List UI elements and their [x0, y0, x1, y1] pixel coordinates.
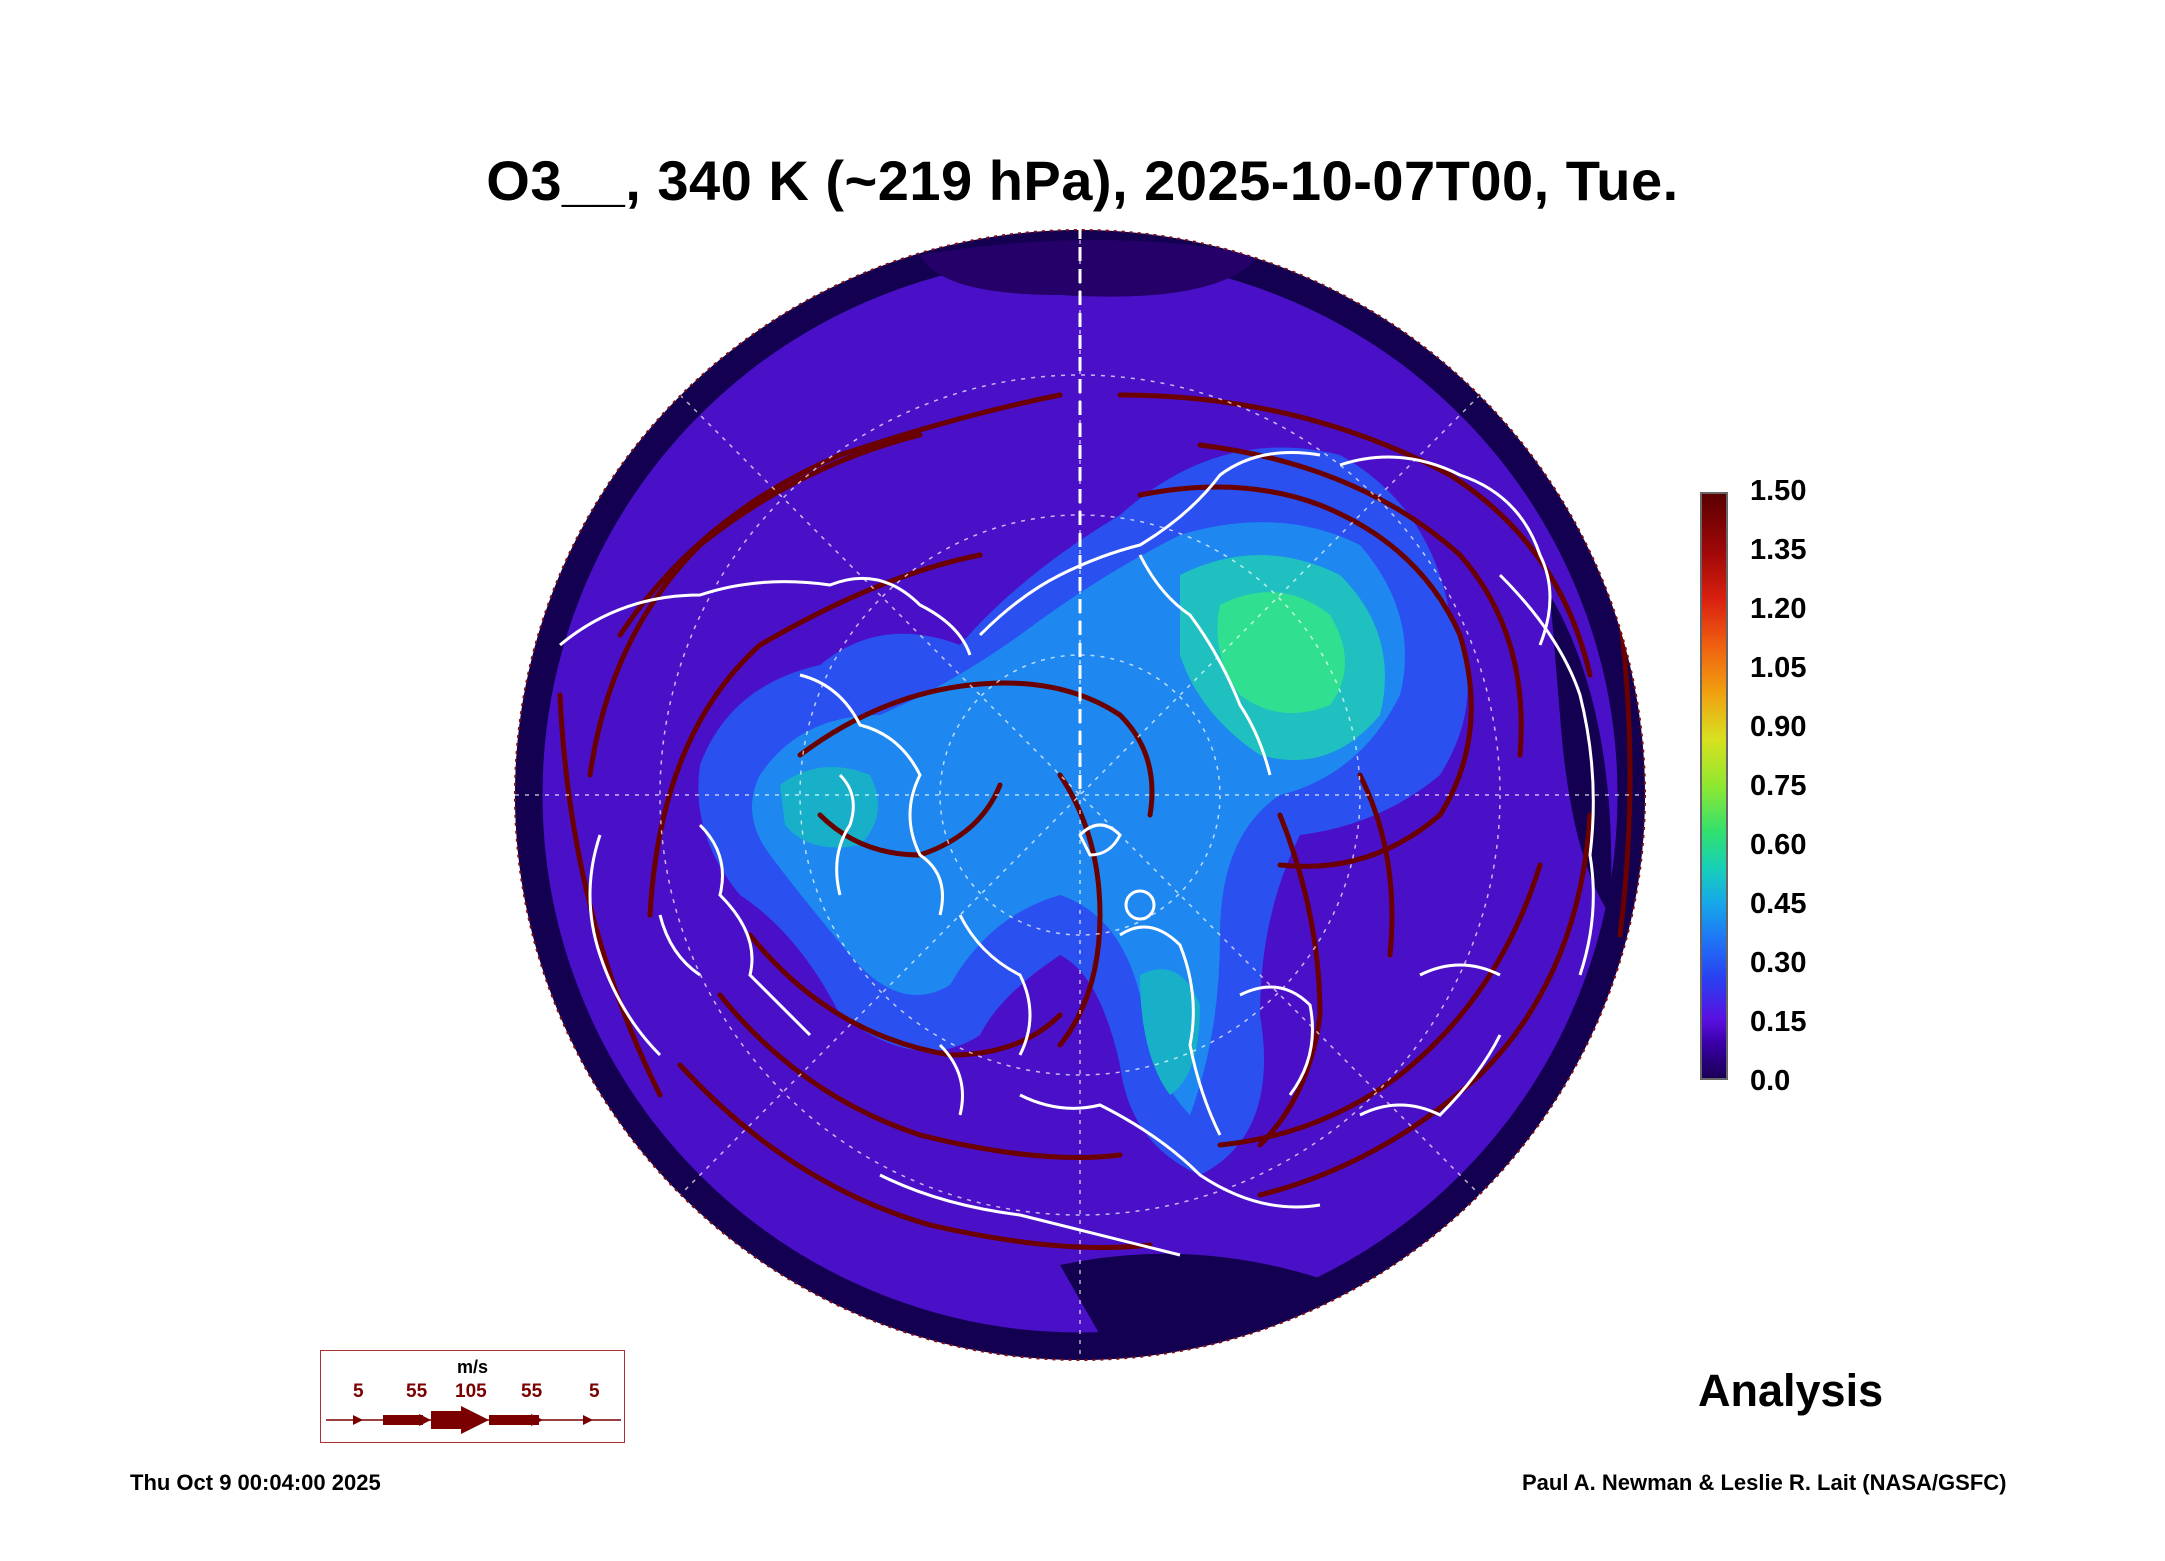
legend-value: 105 — [455, 1381, 487, 1402]
colorbar-tick-label: 0.0 — [1750, 1065, 1791, 1097]
colorbar-tick-label: 1.05 — [1750, 652, 1807, 684]
legend-arrow — [326, 1406, 621, 1434]
page-title: O3__, 340 K (~219 hPa), 2025-10-07T00, T… — [486, 149, 1679, 212]
legend-value: 55 — [406, 1381, 428, 1402]
map-border — [514, 229, 1646, 1361]
legend-unit: m/s — [456, 1357, 489, 1377]
coastlines — [559, 451, 1595, 1257]
colorbar-tick-label: 0.30 — [1750, 947, 1807, 979]
colorbar-tick-label: 0.75 — [1750, 770, 1807, 802]
graticule — [515, 230, 1645, 1360]
analysis-label: Analysis — [1698, 1365, 1884, 1416]
colorbar-tick-label: 0.45 — [1750, 888, 1807, 920]
colorbar-tick-label: 1.20 — [1750, 593, 1807, 625]
colorbar — [1700, 492, 1728, 1080]
colorbar-tick-label: 0.15 — [1750, 1006, 1807, 1038]
colorbar-tick-label: 0.60 — [1750, 829, 1807, 861]
timestamp: Thu Oct 9 00:04:00 2025 — [130, 1470, 381, 1495]
legend-value: 55 — [521, 1381, 543, 1402]
polar-map — [514, 229, 1646, 1361]
colorbar-tick-label: 1.50 — [1750, 475, 1807, 507]
ozone-field — [515, 230, 1645, 1360]
legend-value: 5 — [589, 1381, 600, 1402]
legend-value: 5 — [353, 1381, 364, 1402]
wind-speed-legend: m/s 5 55 105 55 5 — [320, 1350, 625, 1443]
credit: Paul A. Newman & Leslie R. Lait (NASA/GS… — [1522, 1470, 2007, 1495]
colorbar-tick-label: 1.35 — [1750, 534, 1807, 566]
colorbar-tick-label: 0.90 — [1750, 711, 1807, 743]
